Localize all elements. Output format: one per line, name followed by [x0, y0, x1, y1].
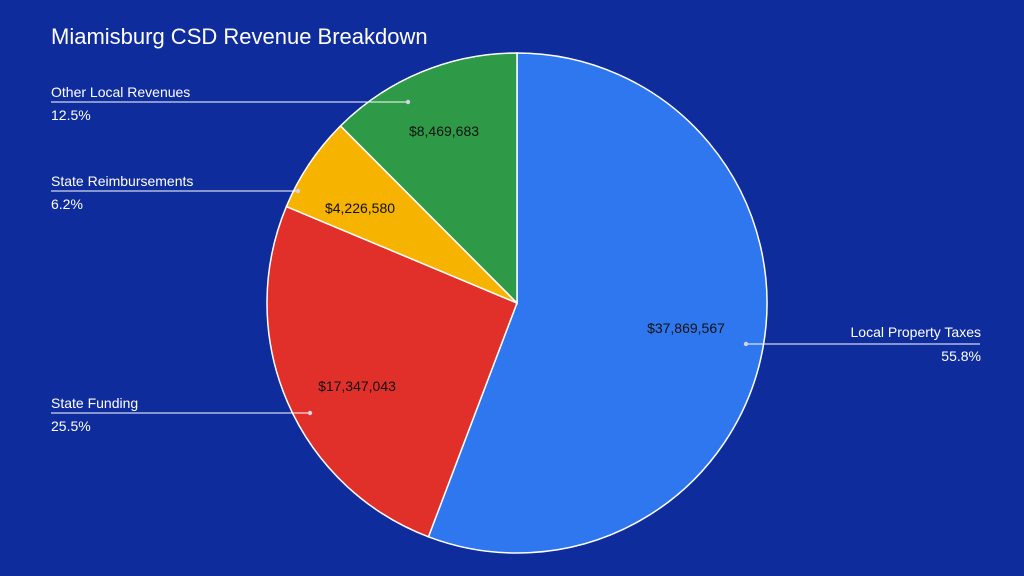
- pie-slice-local-property-taxes: [427, 52, 768, 554]
- callout-dot-local-property-taxes: [743, 341, 749, 347]
- slice-value-label: $17,347,043: [318, 378, 396, 394]
- pie-slice-state-funding: [266, 205, 518, 538]
- slice-name-label: Local Property Taxes: [851, 324, 981, 340]
- callout-dot-state-reimbursements: [295, 188, 301, 194]
- slice-value-label: $8,469,683: [409, 123, 479, 139]
- slice-name-label: State Reimbursements: [51, 173, 193, 189]
- slice-percent-label: 55.8%: [941, 348, 981, 364]
- slice-name-label: Other Local Revenues: [51, 84, 190, 100]
- callout-dot-other-local-revenues: [405, 99, 411, 105]
- chart-title: Miamisburg CSD Revenue Breakdown: [51, 24, 428, 49]
- slice-value-label: $4,226,580: [325, 200, 395, 216]
- slice-percent-label: 25.5%: [51, 418, 91, 434]
- slice-value-label: $37,869,567: [647, 320, 725, 336]
- slice-percent-label: 12.5%: [51, 107, 91, 123]
- callout-dot-state-funding: [307, 410, 313, 416]
- slice-name-label: State Funding: [51, 395, 138, 411]
- slice-percent-label: 6.2%: [51, 196, 83, 212]
- pie-slice-other-local-revenues: [339, 52, 518, 305]
